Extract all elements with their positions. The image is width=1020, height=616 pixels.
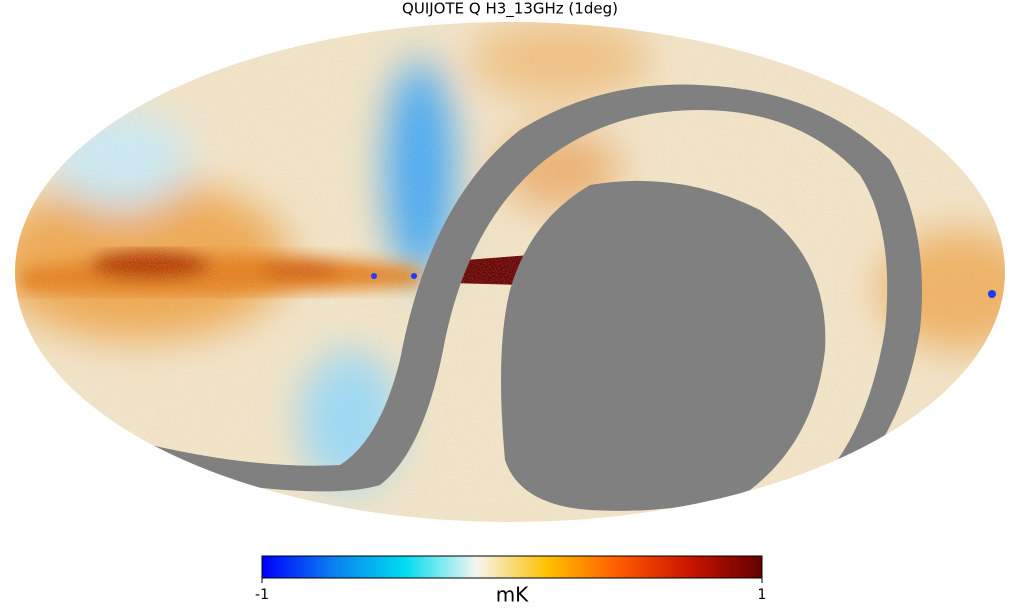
- map-title: QUIJOTE Q H3_13GHz (1deg): [402, 0, 618, 19]
- sky-map: [15, 22, 1005, 522]
- colorbar: mK -1 1: [255, 555, 767, 607]
- colorbar-tick-label: -1: [255, 587, 269, 603]
- colorbar-label: mK: [496, 583, 529, 607]
- colorbar-gradient: [261, 555, 763, 579]
- colorbar-tick-label: 1: [758, 587, 767, 603]
